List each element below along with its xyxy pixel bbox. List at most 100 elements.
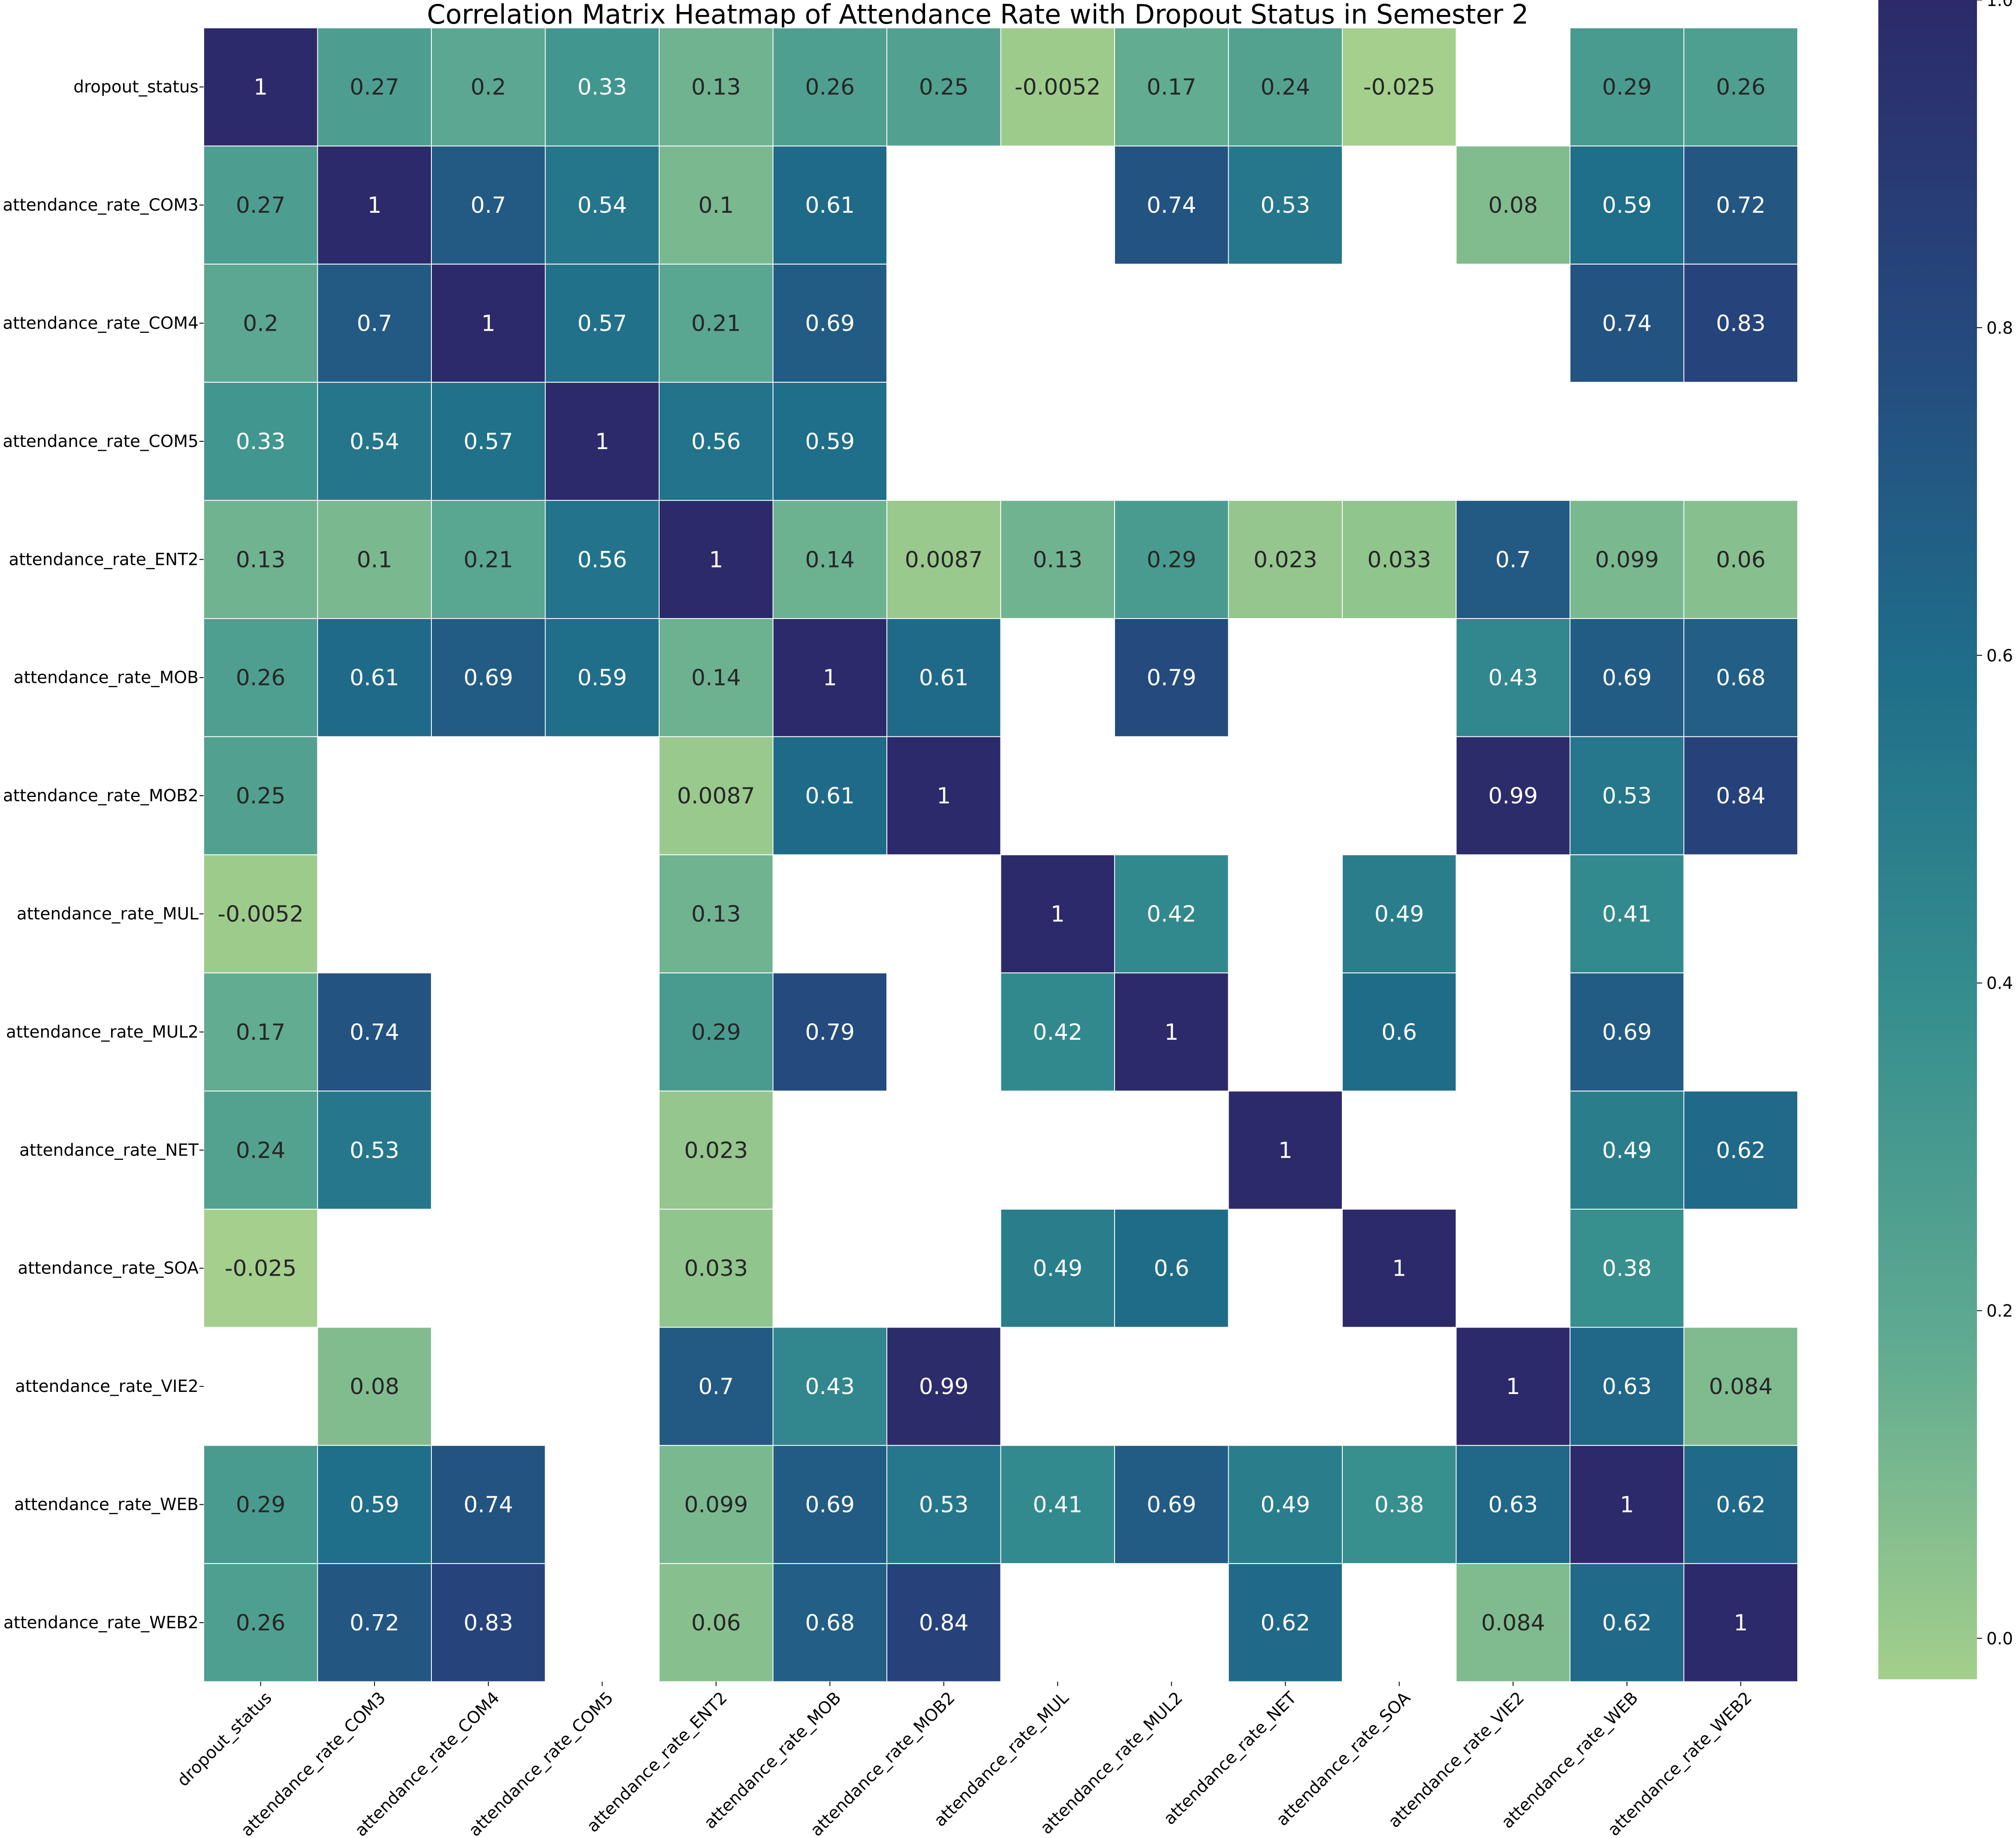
- cell-value-label: 0.1: [698, 193, 734, 218]
- cell-value-label: 0.69: [1147, 1492, 1196, 1518]
- heatmap-cell: [659, 1563, 774, 1682]
- cell-value-label: 0.33: [577, 75, 627, 100]
- heatmap-cell: [659, 1327, 774, 1446]
- cell-value-label: 0.084: [1481, 1610, 1545, 1636]
- heatmap-cell: [659, 1209, 774, 1328]
- heatmap-cell: [659, 263, 774, 383]
- heatmap-cell: [317, 1090, 432, 1210]
- cell-value-label: 0.54: [577, 193, 627, 218]
- heatmap-cell: [772, 1563, 887, 1682]
- heatmap-cell: [1683, 1327, 1798, 1446]
- y-tick-label: attendance_rate_COM4: [3, 314, 199, 333]
- cell-value-label: 0.21: [691, 311, 741, 337]
- heatmap-cell: [1570, 145, 1685, 265]
- cell-value-label: 1: [709, 547, 723, 573]
- cell-value-label: 0.79: [805, 1020, 855, 1045]
- y-tick-label: attendance_rate_ENT2: [9, 550, 199, 569]
- heatmap-cell: [1114, 1445, 1229, 1564]
- heatmap-cell: [1683, 736, 1798, 855]
- heatmap-cell: [1683, 145, 1798, 265]
- heatmap-cell: [1455, 1445, 1570, 1564]
- heatmap-cell: [772, 1445, 887, 1564]
- heatmap-cell: [886, 1563, 1001, 1682]
- cell-value-label: 0.13: [691, 902, 741, 927]
- cell-value-label: 1: [481, 311, 495, 337]
- heatmap-cell: [1342, 972, 1457, 1092]
- cell-value-label: 0.38: [1602, 1256, 1652, 1282]
- cell-value-label: 0.06: [691, 1610, 741, 1636]
- cell-value-label: 0.62: [1602, 1610, 1652, 1636]
- y-tick-label: attendance_rate_SOA: [18, 1259, 199, 1278]
- heatmap-cell: [545, 145, 660, 265]
- heatmap-cell: [1683, 500, 1798, 619]
- cell-value-label: 1: [1734, 1610, 1748, 1636]
- heatmap-cell: [1114, 500, 1229, 619]
- y-tick-label: attendance_rate_MOB: [14, 668, 199, 688]
- cell-value-label: 0.41: [1033, 1492, 1082, 1518]
- heatmap-cell: [431, 1563, 546, 1682]
- heatmap-cell: [203, 972, 318, 1092]
- heatmap-cell: [203, 263, 318, 383]
- heatmap-cell: [772, 27, 887, 147]
- cell-value-label: 0.62: [1716, 1138, 1766, 1163]
- heatmap-cell: [203, 145, 318, 265]
- heatmap-cell: [1570, 854, 1685, 974]
- heatmap-cell: [1228, 27, 1343, 147]
- heatmap-cell: [1683, 1445, 1798, 1564]
- cell-value-label: 0.26: [1716, 75, 1766, 100]
- cell-value-label: 0.72: [350, 1610, 399, 1636]
- cell-value-label: 0.49: [1374, 902, 1424, 927]
- heatmap-cell: [772, 736, 887, 855]
- cell-value-label: 0.43: [805, 1374, 855, 1400]
- heatmap-cell: [1570, 972, 1685, 1092]
- heatmap-cell: [1342, 27, 1457, 147]
- cell-value-label: -0.025: [225, 1256, 297, 1282]
- heatmap-cell: [1342, 1209, 1457, 1328]
- heatmap-cell: [1570, 500, 1685, 619]
- heatmap-cell: [431, 145, 546, 265]
- heatmap-cell: [1683, 1090, 1798, 1210]
- heatmap-cell: [1683, 263, 1798, 383]
- heatmap-cell: [317, 382, 432, 501]
- heatmap-cell: [886, 500, 1001, 619]
- cell-value-label: 0.023: [684, 1138, 748, 1163]
- y-tick-labels: dropout_status attendance_rate_COM3attend…: [3, 78, 204, 1633]
- heatmap-cell: [203, 1445, 318, 1564]
- heatmap-cell: [1114, 618, 1229, 737]
- cell-value-label: 0.17: [236, 1020, 286, 1045]
- y-tick-label: attendance_rate_VIE2: [15, 1377, 199, 1396]
- cell-value-label: 1: [1620, 1492, 1634, 1518]
- heatmap-cell: [659, 618, 774, 737]
- colorbar-tick-label: 0.2: [1986, 1302, 2013, 1321]
- heatmap-cell: [1455, 736, 1570, 855]
- colorbar: [1878, 0, 1977, 1679]
- heatmap-cell: [545, 382, 660, 501]
- cell-value-label: -0.025: [1363, 75, 1435, 100]
- cell-value-label: 0.13: [691, 75, 741, 100]
- heatmap-cell: [1114, 1209, 1229, 1328]
- heatmap-cell: [545, 500, 660, 619]
- heatmap-cell: [1228, 1563, 1343, 1682]
- heatmap-cell: [431, 27, 546, 147]
- cell-value-label: 0.099: [684, 1492, 748, 1518]
- cell-value-label: 0.25: [236, 783, 286, 809]
- heatmap-cell: [659, 27, 774, 147]
- heatmap-cell: [431, 382, 546, 501]
- heatmap-cell: [1570, 1327, 1685, 1446]
- heatmap-cell: [1570, 736, 1685, 855]
- heatmap-cell: [1000, 1209, 1115, 1328]
- heatmap-cell: [431, 618, 546, 737]
- heatmap-cell: [1000, 972, 1115, 1092]
- cell-value-label: 1: [937, 783, 951, 809]
- heatmap-cell: [1342, 854, 1457, 974]
- cell-value-label: 0.099: [1595, 547, 1659, 573]
- y-tick-label: attendance_rate_MUL2: [6, 1023, 199, 1042]
- cell-value-label: 0.29: [1602, 75, 1652, 100]
- cell-value-label: 0.06: [1716, 547, 1766, 573]
- cell-value-label: 0.74: [1147, 193, 1196, 218]
- cell-value-label: 0.68: [1716, 665, 1766, 691]
- heatmap-cell: [1455, 618, 1570, 737]
- heatmap-cell: [203, 27, 318, 147]
- heatmap-cell: [659, 145, 774, 265]
- heatmap-cell: [772, 1327, 887, 1446]
